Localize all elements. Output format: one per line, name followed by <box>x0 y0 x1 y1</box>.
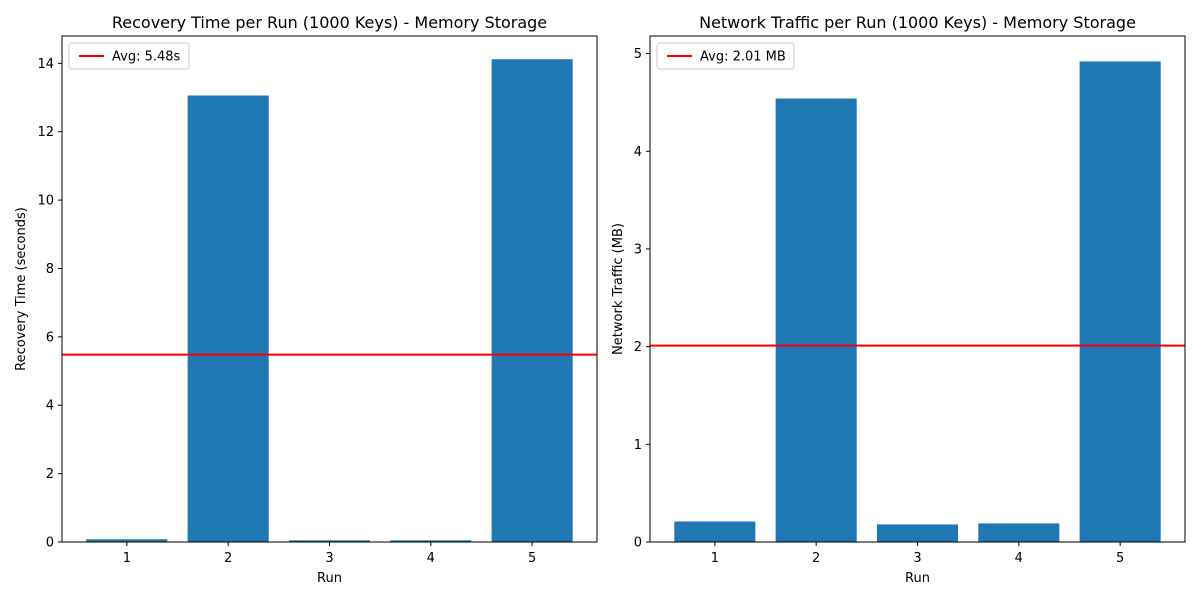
y-tick-label: 1 <box>634 438 642 453</box>
bar-run-1 <box>674 521 756 542</box>
legend-label: Avg: 2.01 MB <box>700 50 786 65</box>
bar-run-5 <box>491 59 573 542</box>
y-tick-label: 5 <box>634 47 642 62</box>
y-tick-label: 6 <box>46 330 54 345</box>
bar-run-2 <box>187 95 269 542</box>
y-tick-label: 3 <box>634 242 642 257</box>
x-tick-label: 1 <box>123 551 131 566</box>
x-axis-label: Run <box>905 571 930 586</box>
x-axis-label: Run <box>317 571 342 586</box>
y-tick-label: 10 <box>37 194 54 209</box>
bar-run-3 <box>288 540 371 542</box>
x-tick-label: 3 <box>913 551 921 566</box>
legend-box <box>656 42 795 70</box>
y-axis-label: Recovery Time (seconds) <box>14 207 29 371</box>
x-tick-label: 2 <box>224 551 232 566</box>
x-tick-label: 4 <box>1015 551 1023 566</box>
y-tick-label: 0 <box>46 536 54 551</box>
y-tick-label: 14 <box>37 57 54 72</box>
plot-area: 1 2 3 4 5 0 1 2 3 4 5 Avg: 2.01 MB <box>634 35 1186 566</box>
recovery-time-chart: Recovery Time per Run (1000 Keys) - Memo… <box>14 13 598 586</box>
chart-title: Network Traffic per Run (1000 Keys) - Me… <box>699 13 1136 32</box>
chart-title: Recovery Time per Run (1000 Keys) - Memo… <box>112 13 547 32</box>
bar-run-1 <box>86 539 168 542</box>
bar-run-2 <box>775 98 857 543</box>
x-tick-label: 3 <box>325 551 333 566</box>
y-tick-label: 2 <box>46 467 54 482</box>
legend: Avg: 5.48s <box>68 42 190 70</box>
y-axis-label: Network Traffic (MB) <box>611 223 626 355</box>
y-tick-label: 0 <box>634 536 642 551</box>
y-tick-label: 4 <box>634 145 642 160</box>
legend-box <box>68 42 190 70</box>
bar-run-4 <box>978 523 1060 542</box>
y-tick-label: 12 <box>37 125 54 140</box>
network-traffic-chart: Network Traffic per Run (1000 Keys) - Me… <box>611 13 1186 586</box>
legend: Avg: 2.01 MB <box>656 42 795 70</box>
bar-run-4 <box>390 540 472 542</box>
legend-label: Avg: 5.48s <box>112 50 181 65</box>
x-tick-label: 5 <box>1116 551 1124 566</box>
y-tick-label: 8 <box>46 262 54 277</box>
x-tick-label: 2 <box>812 551 820 566</box>
y-tick-label: 2 <box>634 340 642 355</box>
x-tick-label: 1 <box>711 551 719 566</box>
x-tick-label: 5 <box>528 551 536 566</box>
bar-run-5 <box>1079 61 1161 543</box>
bar-run-3 <box>876 524 959 542</box>
y-tick-label: 4 <box>46 399 54 414</box>
x-tick-label: 4 <box>427 551 435 566</box>
